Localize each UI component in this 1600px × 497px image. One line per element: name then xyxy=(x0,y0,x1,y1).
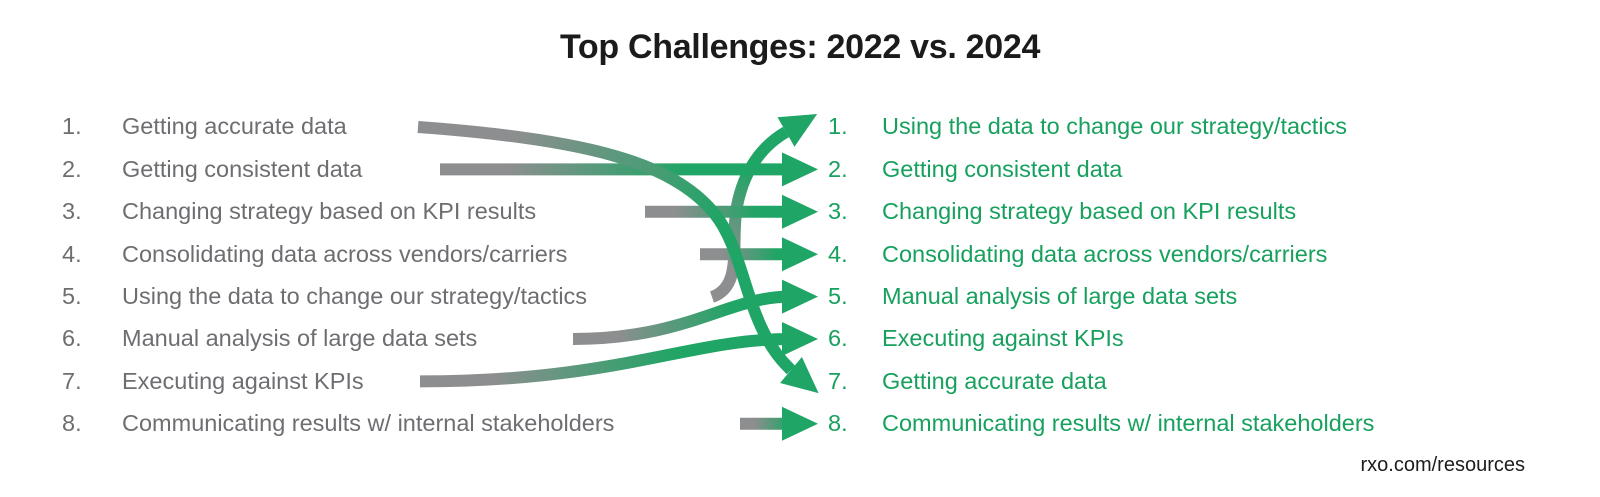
item-label: Getting accurate data xyxy=(122,113,347,140)
list-item: 2. Getting consistent data xyxy=(62,148,614,190)
item-label: Communicating results w/ internal stakeh… xyxy=(122,410,615,437)
item-number: 2. xyxy=(62,155,82,182)
list-item: 2. Getting consistent data xyxy=(828,148,1374,190)
arrow-shaft-left6-to-right5 xyxy=(572,290,791,345)
list-item: 3. Changing strategy based on KPI results xyxy=(62,191,614,233)
item-label: Changing strategy based on KPI results xyxy=(882,198,1297,225)
arrow-head-left1-to-right7 xyxy=(780,356,819,394)
item-number: 6. xyxy=(828,325,848,352)
arrow-shaft-left7-to-right6 xyxy=(419,333,791,388)
arrow-head-left3-to-right3 xyxy=(782,194,818,229)
list-item: 4. Consolidating data across vendors/carr… xyxy=(828,233,1374,275)
list-item: 5. Manual analysis of large data sets xyxy=(828,276,1374,318)
footer-url: rxo.com/resources xyxy=(1360,454,1526,476)
item-label: Executing against KPIs xyxy=(882,325,1124,352)
item-number: 8. xyxy=(828,410,848,437)
arrow-head-left5-to-right1 xyxy=(777,114,818,147)
item-label: Using the data to change our strategy/ta… xyxy=(122,283,588,309)
item-label: Changing strategy based on KPI results xyxy=(122,198,537,225)
arrow-head-left6-to-right5 xyxy=(782,279,818,314)
challenges-list-2024: 1. Using the data to change our strategy/… xyxy=(828,106,1374,445)
item-number: 7. xyxy=(828,367,848,394)
item-label: Using the data to change our strategy/ta… xyxy=(882,113,1348,140)
list-item: 6. Manual analysis of large data sets xyxy=(62,318,614,360)
item-number: 1. xyxy=(828,113,848,140)
list-item: 7. Getting accurate data xyxy=(828,360,1374,402)
item-number: 4. xyxy=(828,240,848,267)
list-item: 8. Communicating results w/ internal stak… xyxy=(62,403,614,445)
list-item: 8. Communicating results w/ internal stak… xyxy=(828,403,1374,445)
arrow-head-left8-to-right8 xyxy=(782,406,818,441)
challenges-list-2022: 1. Getting accurate data 2. Getting consis… xyxy=(62,106,614,445)
list-item: 5. Using the data to change our strategy/… xyxy=(62,276,614,318)
list-item: 1. Using the data to change our strategy/… xyxy=(828,106,1374,148)
item-number: 1. xyxy=(62,113,82,140)
list-item: 4. Consolidating data across vendors/carr… xyxy=(62,233,614,275)
item-label: Getting consistent data xyxy=(882,155,1123,182)
item-number: 4. xyxy=(62,240,82,267)
item-label: Consolidating data across vendors/carrie… xyxy=(122,240,568,267)
item-number: 2. xyxy=(828,155,848,182)
page-title: Top Challenges: 2022 vs. 2024 xyxy=(559,28,1041,66)
item-label: Communicating results w/ internal stakeh… xyxy=(882,410,1375,437)
arrow-shaft-left1-to-right7 xyxy=(417,121,796,375)
item-number: 3. xyxy=(62,198,82,225)
arrow-head-left7-to-right6 xyxy=(782,322,818,356)
item-label: Getting accurate data xyxy=(882,367,1107,394)
item-number: 3. xyxy=(828,198,848,225)
item-label: Manual analysis of large data sets xyxy=(882,283,1238,309)
list-item: 3. Changing strategy based on KPI results xyxy=(828,191,1374,233)
arrow-head-left4-to-right4 xyxy=(782,237,818,272)
item-number: 6. xyxy=(62,325,82,352)
item-label: Manual analysis of large data sets xyxy=(122,325,478,352)
item-number: 7. xyxy=(62,367,82,394)
list-item: 7. Executing against KPIs xyxy=(62,360,614,402)
item-number: 8. xyxy=(62,410,82,437)
arrow-head-left2-to-right2 xyxy=(782,152,818,187)
item-label: Consolidating data across vendors/carrie… xyxy=(882,240,1328,267)
list-item: 6. Executing against KPIs xyxy=(828,318,1374,360)
list-item: 1. Getting accurate data xyxy=(62,106,614,148)
item-number: 5. xyxy=(62,283,82,309)
item-label: Getting consistent data xyxy=(122,155,363,182)
item-label: Executing against KPIs xyxy=(122,367,364,394)
item-number: 5. xyxy=(828,283,848,309)
